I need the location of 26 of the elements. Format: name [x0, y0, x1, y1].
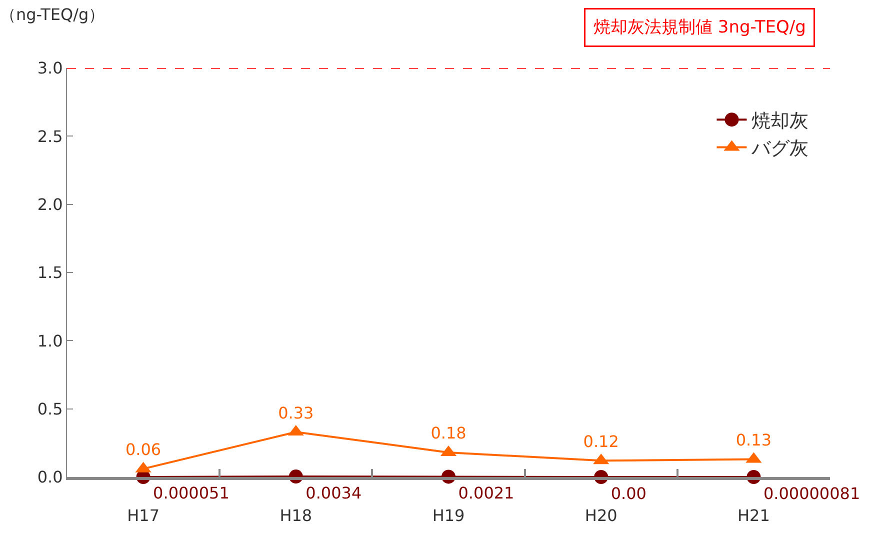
y-tick-label: 0.5: [37, 399, 63, 418]
legend-label: バグ灰: [750, 138, 809, 160]
ref-line-label: 焼却灰法規制値 3ng-TEQ/g: [594, 18, 806, 38]
x-tick-label: H20: [584, 506, 618, 526]
x-tick-label: H18: [280, 506, 312, 526]
y-axis-title: （ng-TEQ/g）: [0, 5, 105, 24]
data-label: 0.0034: [306, 483, 362, 502]
data-label: 0.00: [610, 484, 646, 503]
y-tick-label: 0.0: [37, 468, 63, 487]
x-tick-label: H21: [738, 506, 770, 526]
y-tick-label: 3.0: [37, 58, 63, 78]
x-tick-label: H17: [127, 506, 160, 526]
y-tick-label: 1.0: [37, 331, 63, 350]
y-tick-label: 2.5: [37, 126, 63, 146]
data-label: 0.000051: [153, 484, 230, 503]
data-label: 0.33: [278, 403, 314, 422]
data-label: 0.0021: [458, 483, 514, 502]
data-label: 0.00000081: [763, 484, 860, 503]
data-label: 0.12: [583, 432, 619, 451]
data-label: 0.13: [736, 430, 772, 450]
data-label: 0.18: [430, 424, 466, 443]
y-tick-label: 1.5: [37, 263, 63, 282]
x-tick-label: H19: [432, 506, 465, 526]
legend-label: 焼却灰: [752, 110, 809, 132]
y-tick-label: 2.0: [37, 194, 63, 214]
data-label: 0.06: [125, 440, 162, 460]
